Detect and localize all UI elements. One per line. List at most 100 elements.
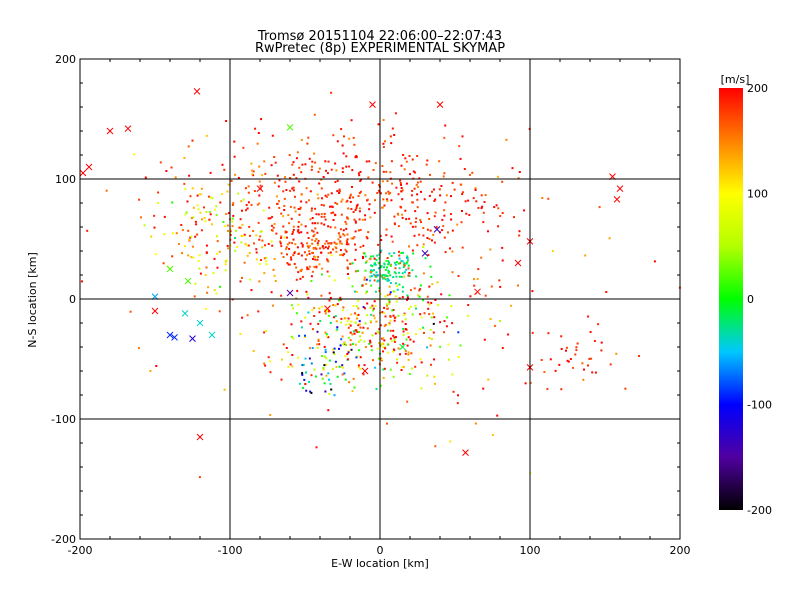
scatter-point [383,276,386,279]
scatter-point [388,323,391,326]
scatter-point [347,277,350,280]
scatter-point [323,382,326,385]
scatter-point [295,177,298,180]
scatter-point [393,215,396,218]
scatter-point [382,198,385,201]
scatter-point [209,171,212,174]
scatter-point [400,190,403,193]
y-tick-label: 0 [69,293,76,306]
scatter-point [328,292,331,295]
scatter-point [480,256,483,259]
scatter-point [251,173,254,176]
scatter-point [493,206,496,209]
scatter-point [241,316,244,319]
scatter-point [480,207,483,210]
scatter-point [318,182,321,185]
scatter-point [208,210,211,213]
scatter-point [351,285,354,288]
colorbar-ticks: -200 -100 0 100 200 [747,82,772,517]
scatter-point [292,228,295,231]
scatter-point [282,225,285,228]
scatter-point [364,218,367,221]
scatter-point [304,357,307,360]
scatter-point [323,308,326,311]
scatter-point [456,223,459,226]
scatter-point [374,274,377,277]
scatter-point [341,309,344,312]
scatter-point [216,252,219,255]
scatter-point [467,304,470,306]
scatter-point [245,204,248,206]
scatter-point [406,294,409,297]
scatter-point [338,234,341,237]
scatter-point [600,341,603,344]
scatter-point [439,194,442,197]
scatter-point [467,199,470,202]
scatter-point [347,336,350,339]
scatter-point [292,186,295,189]
scatter-point [229,230,232,233]
scatter-point [436,281,439,284]
scatter-point [352,136,355,139]
scatter-point [294,243,297,246]
scatter-point [344,248,347,251]
scatter-point [300,138,303,141]
scatter-point [473,278,475,281]
scatter-point [468,214,471,216]
scatter-point [307,246,310,249]
scatter-point [340,128,343,130]
scatter-point [330,91,333,94]
scatter-point [285,347,288,349]
scatter-point [328,242,331,245]
scatter-point [355,155,358,157]
scatter-x-marker [369,101,376,108]
scatter-point [469,295,472,298]
scatter-point [373,263,376,266]
scatter-point [247,185,250,188]
scatter-point [390,340,393,343]
scatter-point [327,225,330,228]
scatter-point [430,275,433,278]
scatter-point [433,215,436,218]
scatter-x-marker [196,433,204,441]
scatter-point [373,317,376,320]
scatter-point [334,201,337,204]
scatter-point [428,238,431,240]
scatter-point [205,211,208,213]
scatter-point [388,301,391,304]
scatter-point [369,341,372,344]
scatter-point [357,307,360,310]
scatter-point [584,254,587,257]
scatter-point [443,136,446,139]
scatter-point [255,234,258,237]
scatter-point [257,310,260,313]
scatter-point [423,198,426,201]
scatter-point [624,387,627,390]
scatter-point [370,345,373,348]
scatter-point [272,268,275,271]
scatter-point [308,357,311,360]
scatter-point [405,182,408,185]
scatter-point [245,209,247,212]
scatter-point [193,295,196,298]
scatter-point [363,364,366,367]
scatter-point [350,119,353,122]
scatter-point [347,326,350,329]
scatter-point [472,197,475,200]
scatter-point [283,204,286,207]
scatter-point [386,422,388,425]
scatter-point [326,270,329,273]
scatter-point [227,212,230,215]
scatter-point [365,290,368,293]
scatter-point [306,245,309,248]
scatter-point [386,329,389,332]
scatter-point [304,316,307,319]
scatter-point [409,338,412,341]
scatter-point [305,371,307,374]
scatter-point [346,199,349,202]
x-tick-label: -200 [68,544,93,557]
scatter-point [339,228,342,231]
scatter-point [290,256,292,259]
scatter-point [401,213,404,216]
colorbar-tick-label: 100 [747,188,768,201]
